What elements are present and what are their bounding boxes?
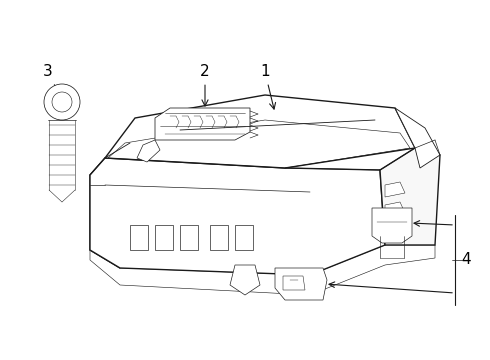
Polygon shape [90,158,125,268]
Polygon shape [380,148,440,245]
Circle shape [52,92,72,112]
Polygon shape [180,225,198,250]
Polygon shape [385,202,405,217]
Polygon shape [385,222,405,237]
Polygon shape [385,182,405,197]
Polygon shape [210,225,228,250]
Text: 4: 4 [461,252,470,267]
Text: 1: 1 [260,64,275,109]
Polygon shape [283,276,305,290]
Circle shape [44,84,80,120]
Text: 2: 2 [200,64,210,106]
Polygon shape [137,140,160,162]
Polygon shape [90,245,435,295]
Polygon shape [90,158,385,275]
Polygon shape [155,225,173,250]
Polygon shape [230,265,260,295]
Text: 3: 3 [43,64,60,96]
Polygon shape [235,225,253,250]
Polygon shape [155,108,250,140]
Polygon shape [130,225,148,250]
Polygon shape [105,95,415,168]
Polygon shape [275,268,327,300]
Polygon shape [395,108,440,168]
Polygon shape [372,208,412,243]
